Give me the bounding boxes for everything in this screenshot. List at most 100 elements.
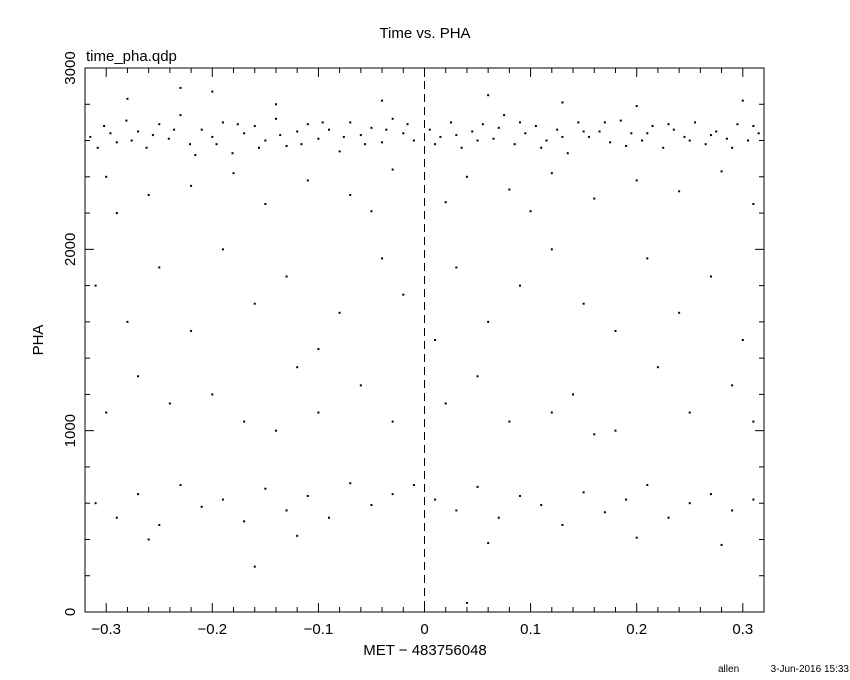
footer-user: allen — [718, 664, 739, 675]
data-point — [147, 193, 150, 196]
data-point — [428, 128, 431, 131]
data-point — [715, 130, 718, 133]
data-point — [582, 302, 585, 305]
y-axis-label: PHA — [30, 325, 47, 356]
data-point — [593, 197, 596, 200]
data-point — [370, 126, 373, 129]
data-point — [582, 130, 585, 133]
data-point — [115, 212, 118, 215]
data-point — [747, 139, 750, 142]
data-point — [391, 117, 394, 120]
data-point — [370, 504, 373, 507]
data-point — [211, 90, 214, 93]
data-point — [94, 284, 97, 287]
data-point — [503, 114, 506, 117]
data-point — [96, 146, 99, 149]
data-point — [476, 485, 479, 488]
data-point — [158, 123, 161, 126]
data-point — [598, 130, 601, 133]
data-point — [89, 135, 92, 138]
data-point — [200, 505, 203, 508]
data-point — [529, 210, 532, 213]
data-point — [455, 134, 458, 137]
data-point — [678, 311, 681, 314]
data-point — [518, 121, 521, 124]
data-point — [328, 516, 331, 519]
data-point — [561, 523, 564, 526]
data-point — [736, 123, 739, 126]
data-point — [190, 184, 193, 187]
data-point — [630, 132, 633, 135]
data-point — [306, 179, 309, 182]
data-point — [338, 311, 341, 314]
data-point — [317, 348, 320, 351]
data-point — [105, 175, 108, 178]
data-point — [487, 320, 490, 323]
data-point — [328, 128, 331, 131]
data-point — [709, 134, 712, 137]
data-point — [741, 339, 744, 341]
data-point — [137, 493, 140, 496]
data-point — [243, 520, 246, 523]
data-point — [126, 97, 129, 100]
data-point — [619, 119, 622, 122]
data-point — [317, 137, 320, 140]
data-point — [603, 121, 606, 124]
data-point — [115, 141, 118, 144]
data-point — [243, 420, 246, 423]
data-point — [147, 538, 150, 541]
data-point — [720, 170, 723, 173]
data-point — [635, 105, 638, 108]
data-point — [349, 121, 352, 124]
x-tick-label: −0.3 — [91, 621, 121, 638]
data-point — [609, 141, 612, 144]
data-point — [556, 128, 559, 131]
y-tick-label: 3000 — [62, 51, 79, 84]
data-point — [359, 384, 362, 387]
data-point — [465, 601, 468, 604]
data-point — [439, 135, 442, 138]
data-point — [752, 125, 755, 128]
data-point — [285, 275, 288, 278]
data-point — [481, 123, 484, 126]
data-point — [540, 504, 543, 507]
data-point — [550, 248, 553, 251]
data-point — [364, 143, 367, 146]
data-point — [476, 375, 479, 378]
data-point — [137, 130, 140, 133]
data-point — [221, 498, 224, 501]
data-point — [434, 339, 437, 341]
y-tick-label: 1000 — [62, 414, 79, 447]
data-point — [391, 493, 394, 496]
data-point — [731, 509, 734, 512]
data-point — [460, 146, 463, 149]
data-point — [243, 132, 246, 135]
data-point — [731, 146, 734, 149]
data-point — [667, 516, 670, 519]
data-point — [683, 135, 686, 138]
data-point — [497, 126, 500, 129]
data-point — [513, 143, 516, 146]
data-point — [434, 143, 437, 146]
data-point — [306, 494, 309, 497]
chart-title: Time vs. PHA — [379, 25, 470, 42]
data-point — [545, 139, 548, 142]
data-point — [587, 135, 590, 138]
data-point — [221, 121, 224, 124]
data-point — [296, 366, 299, 369]
data-point — [646, 257, 649, 260]
data-point — [105, 411, 108, 414]
data-point — [534, 125, 537, 128]
data-point — [752, 203, 755, 205]
data-point — [741, 99, 744, 102]
data-point — [476, 139, 479, 142]
data-point — [434, 498, 437, 501]
data-point — [455, 266, 458, 269]
data-point — [625, 144, 628, 147]
data-point — [487, 542, 490, 545]
data-point — [752, 498, 755, 501]
data-point — [215, 143, 218, 146]
x-tick-label: 0.2 — [626, 621, 647, 638]
data-point — [151, 134, 154, 137]
data-point — [342, 135, 345, 138]
